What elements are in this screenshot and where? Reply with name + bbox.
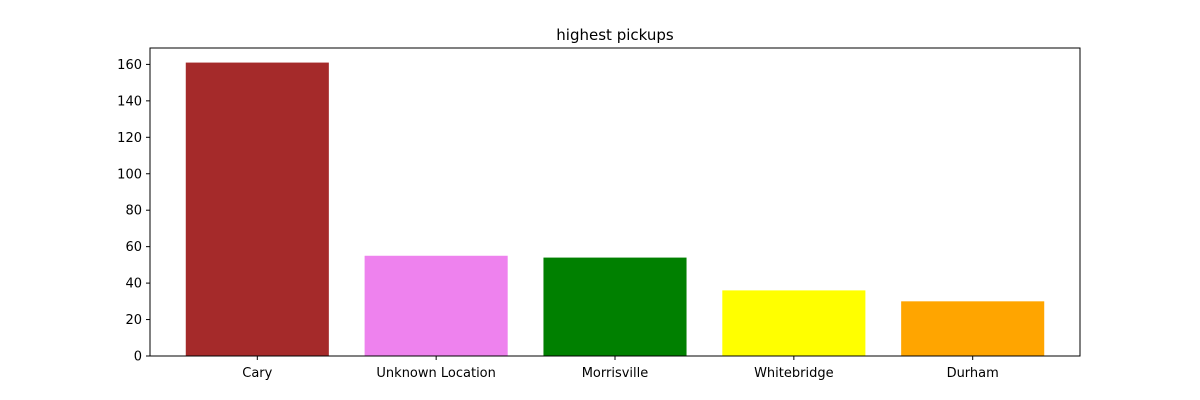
bar-cary [185,62,329,356]
bar-whitebridge [722,290,866,356]
y-tick-label: 140 [117,94,142,109]
y-tick-label: 60 [125,240,142,255]
y-tick-label: 40 [125,277,142,292]
x-axis: Cary Unknown Location Morrisville Whitebrid… [242,356,999,381]
y-axis: 0 20 40 60 80 100 120 140 160 [117,58,150,365]
x-tick-label: Durham [947,366,999,381]
bar-unknown-location [364,255,508,356]
x-tick-label: Unknown Location [376,366,495,381]
y-tick-label: 100 [117,167,142,182]
chart-title: highest pickups [556,26,674,44]
x-tick-label: Morrisville [582,366,649,381]
y-tick-label: 160 [117,58,142,73]
y-tick-label: 80 [125,204,142,219]
y-tick-label: 20 [125,313,142,328]
x-tick-label: Whitebridge [754,366,834,381]
bar-durham [901,301,1045,356]
x-tick-label: Cary [242,366,272,381]
y-tick-label: 0 [134,350,142,365]
plot-frame [149,47,1081,357]
y-tick-label: 120 [117,131,142,146]
bar-morrisville [543,257,687,356]
bars-group [185,62,1045,356]
